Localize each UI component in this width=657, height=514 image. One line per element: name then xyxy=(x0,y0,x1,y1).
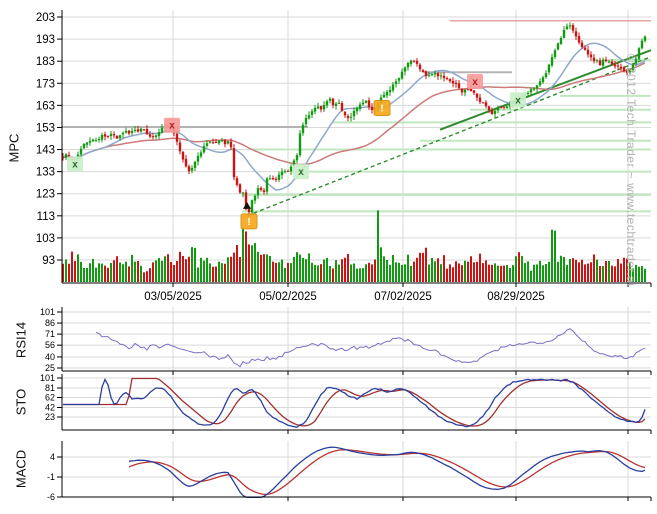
volume-series xyxy=(62,210,646,282)
date-tick-label: 08/29/2025 xyxy=(487,291,545,303)
svg-text:86: 86 xyxy=(45,318,55,328)
svg-text:113: 113 xyxy=(37,211,55,223)
sto-k-line xyxy=(63,377,646,428)
candlestick-series xyxy=(61,22,647,217)
svg-text:133: 133 xyxy=(36,167,55,179)
svg-text:203: 203 xyxy=(36,12,55,24)
price-panel-label: MPC xyxy=(6,133,22,163)
svg-text:x: x xyxy=(169,121,175,132)
svg-text:23: 23 xyxy=(45,412,55,422)
alert-marker-icon xyxy=(373,100,391,117)
svg-text:153: 153 xyxy=(36,122,55,134)
trendlines xyxy=(246,49,652,217)
svg-text:163: 163 xyxy=(36,100,55,112)
signal-x-marker-icon xyxy=(293,164,309,180)
svg-text:!: ! xyxy=(247,217,250,228)
signal-x-marker-icon xyxy=(164,117,180,133)
svg-text:42: 42 xyxy=(45,403,55,413)
rsi-series xyxy=(95,328,646,368)
svg-text:101: 101 xyxy=(40,307,55,317)
svg-text:40: 40 xyxy=(45,352,55,362)
sto-panel-label: STO xyxy=(13,388,29,416)
svg-text:x: x xyxy=(515,95,521,106)
x-axis-date-labels: 03/05/2025 05/02/2025 07/02/2025 08/29/2025 xyxy=(144,291,545,303)
svg-text:62: 62 xyxy=(45,393,55,403)
signal-x-marker-icon xyxy=(467,74,483,90)
svg-text:183: 183 xyxy=(36,56,55,68)
signal-x-marker-icon xyxy=(510,92,526,108)
sto-d-line xyxy=(63,377,646,427)
svg-text:x: x xyxy=(72,159,78,170)
svg-text:143: 143 xyxy=(36,145,55,157)
ma-slow-line xyxy=(62,62,646,166)
macd-signal-line xyxy=(128,449,646,496)
rsi-line xyxy=(95,328,646,368)
macd-panel-label: MACD xyxy=(13,449,29,489)
rsi-panel-label: RSI14 xyxy=(13,321,29,359)
axes: 2031931831731631531431331231131039310186… xyxy=(36,10,652,502)
svg-text:4: 4 xyxy=(50,452,55,462)
alert-marker-icon xyxy=(240,213,258,230)
svg-text:!: ! xyxy=(380,104,383,115)
ma-slow xyxy=(62,62,646,166)
svg-text:x: x xyxy=(298,167,304,178)
svg-text:25: 25 xyxy=(45,363,55,373)
support-resistance-levels xyxy=(62,20,651,213)
svg-text:103: 103 xyxy=(36,233,55,245)
signal-x-marker-icon xyxy=(67,156,83,172)
macd-line xyxy=(128,446,646,499)
svg-text:-6: -6 xyxy=(47,492,55,502)
macd-signal xyxy=(128,449,646,496)
event-markers: x x! x! x x xyxy=(67,74,526,230)
date-tick-label: 03/05/2025 xyxy=(144,291,202,303)
svg-text:193: 193 xyxy=(36,34,55,46)
sto-d-line xyxy=(63,377,646,427)
sto-k-line xyxy=(63,377,646,428)
svg-text:56: 56 xyxy=(45,340,55,350)
svg-text:81: 81 xyxy=(45,383,55,393)
breakout-arrow-icon xyxy=(243,201,251,209)
svg-text:-1: -1 xyxy=(47,472,55,482)
svg-text:x: x xyxy=(472,77,478,88)
macd-series xyxy=(128,446,646,499)
svg-text:123: 123 xyxy=(36,189,55,201)
date-tick-label: 05/02/2025 xyxy=(259,291,317,303)
svg-text:71: 71 xyxy=(45,329,55,339)
date-tick-label: 07/02/2025 xyxy=(374,291,432,303)
svg-text:173: 173 xyxy=(36,78,55,90)
svg-text:93: 93 xyxy=(42,255,55,267)
svg-text:101: 101 xyxy=(40,373,55,383)
